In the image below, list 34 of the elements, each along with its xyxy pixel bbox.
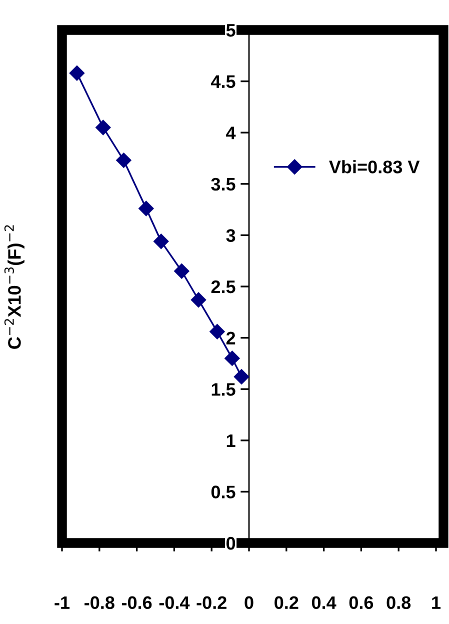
x-tick-label: -0.6 <box>122 596 152 610</box>
point <box>174 264 190 279</box>
point <box>154 234 169 249</box>
x-tick-label: 0.4 <box>312 596 336 610</box>
y-tick-label: 4 <box>226 126 236 140</box>
point <box>96 120 111 136</box>
y-tick-label: 3.5 <box>211 178 236 191</box>
x-tick-label: -0.2 <box>196 596 226 610</box>
point <box>116 152 132 168</box>
x-tick-label: 1 <box>432 596 441 609</box>
x-tick-label: 0.6 <box>349 596 374 610</box>
point <box>190 292 206 308</box>
legend-label: Vbi=0.83 V <box>329 160 420 174</box>
x-tick-label: -0.8 <box>84 596 114 610</box>
point <box>234 369 250 384</box>
y-tick-label: 4.5 <box>210 75 236 88</box>
x-tick-label: 0.2 <box>274 596 298 610</box>
point <box>224 350 240 366</box>
x-tick-label: -1 <box>54 596 70 609</box>
y-tick-label: 0 <box>226 536 236 550</box>
x-tick-label: -0.4 <box>159 596 190 610</box>
y-tick-label: 2.5 <box>211 280 236 294</box>
point <box>210 324 225 340</box>
x-tick-label: 0 <box>244 596 254 610</box>
y-tick-label: 1.5 <box>212 383 236 396</box>
x-tick-label: 0.8 <box>386 596 411 610</box>
point <box>69 66 85 81</box>
y-tick-label: 3 <box>226 229 236 242</box>
point <box>138 200 154 216</box>
y-tick-label: 1 <box>226 434 236 447</box>
y-tick-label: 2 <box>226 332 236 344</box>
y-axis-title: C$^{−2}$X10$^{−3}$(F)$^{−2}$ <box>4 225 24 349</box>
y-tick-label: 5 <box>226 24 236 37</box>
y-tick-label: 0.5 <box>211 486 236 498</box>
